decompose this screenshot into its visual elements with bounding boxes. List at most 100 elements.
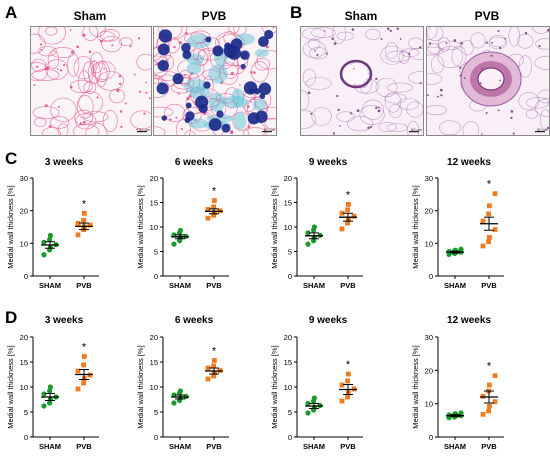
microbead-particle [158,29,173,43]
nucleus [93,60,96,62]
nucleus [481,133,483,135]
y-tick-label: 5 [288,408,292,417]
chart-title: 12 weeks [447,315,491,326]
alveolar-wall [45,27,58,36]
alveolar-wall [305,77,332,90]
microbead-particle [258,36,269,47]
cyan-stain-area [186,62,202,75]
data-point-pvb [212,198,217,203]
alveolar-wall [307,38,321,50]
nucleus [184,31,188,35]
nucleus [40,48,43,51]
nucleus [367,126,370,130]
nucleus [499,79,501,82]
data-point-pvb [339,398,345,404]
x-tick-label-sham: SHAM [169,281,191,290]
chart-title: 9 weeks [309,157,348,168]
alveolar-wall [301,109,316,129]
scale-bar-label-b-sham: 50 μm [411,127,423,132]
x-tick-label-sham: SHAM [444,281,466,290]
nucleus [333,42,337,45]
x-tick-label-pvb: PVB [340,281,356,290]
alveolar-wall [532,27,549,34]
alveolar-wall [534,55,549,70]
data-point-pvb [211,373,216,379]
y-axis-label: Medial wall thickness [%] [136,185,145,268]
scale-bar [262,131,272,133]
microbead-particle [157,60,169,72]
data-point-pvb [87,222,93,228]
data-point-pvb [346,202,351,207]
panel-b-sham-micrograph [300,26,424,136]
alveolar-wall [82,61,94,83]
chart-title: 3 weeks [45,315,84,326]
data-point-sham [171,392,177,398]
y-tick-label: 0 [429,272,433,281]
nucleus [459,74,462,77]
alveolar-wall [385,42,399,59]
nucleus [485,111,488,114]
alveolar-wall [37,46,57,57]
alveolar-wall [380,45,404,65]
nucleus [377,106,380,109]
alveolar-wall [164,103,186,123]
alveolar-wall [264,117,276,130]
nucleus [177,93,180,95]
microbead-particle [184,117,191,123]
nucleus [116,88,120,93]
y-axis-label: Medial wall thickness [%] [6,345,15,428]
scale-bar-label-a-sham: 50 μm [139,127,151,132]
alveolar-wall [96,71,124,91]
data-point-sham [41,391,47,397]
nucleus [510,110,514,113]
cyan-stain-area [184,78,208,94]
alveolar-wall [535,38,549,50]
nucleus [510,116,513,120]
alveolar-wall [31,62,49,82]
nucleus [339,125,341,127]
alveolar-wall [154,126,166,135]
nucleus [145,81,147,84]
y-tick-label: 10 [20,383,28,392]
significance-star: * [82,198,87,210]
y-tick-label: 15 [284,358,292,367]
nucleus [70,85,73,89]
x-tick-label-pvb: PVB [76,442,92,451]
data-point-pvb [75,368,81,374]
nucleus [82,120,86,124]
nucleus [247,125,251,128]
panel-b-pvb-label: PVB [474,9,500,23]
y-tick-label: 0 [288,433,292,442]
data-point-pvb [480,243,486,249]
nucleus [250,100,252,103]
nucleus [350,112,353,115]
nucleus [99,39,103,43]
alveolar-wall [406,101,423,118]
chart-c-1: 3 weeks Medial wall thickness [%] 0 10 20 30 S… [6,157,99,290]
nucleus [325,52,328,55]
panel-a-pvb-label: PVB [201,9,227,23]
nucleus [57,105,60,108]
nucleus [336,94,339,98]
alveolar-wall [31,33,46,54]
y-tick-label: 10 [150,383,158,392]
scale-bar-label-a-pvb: 50 μm [264,127,276,132]
y-tick-label: 20 [425,207,433,216]
nucleus [369,125,372,129]
lung-tissue-sham-image [31,27,151,135]
y-tick-label: 15 [150,199,158,208]
data-point-pvb [339,226,345,232]
x-tick-label-pvb: PVB [206,281,222,290]
alveolar-wall [50,116,70,129]
alveolar-wall [386,123,408,132]
chart-title: 9 weeks [309,315,348,326]
data-point-pvb [487,382,492,388]
x-tick-label-sham: SHAM [39,281,61,290]
alveolar-wall [361,99,384,120]
data-point-pvb [345,207,350,213]
nucleus [356,109,360,113]
alveolar-wall [437,37,451,52]
significance-star: * [82,342,87,354]
nucleus [512,132,515,135]
